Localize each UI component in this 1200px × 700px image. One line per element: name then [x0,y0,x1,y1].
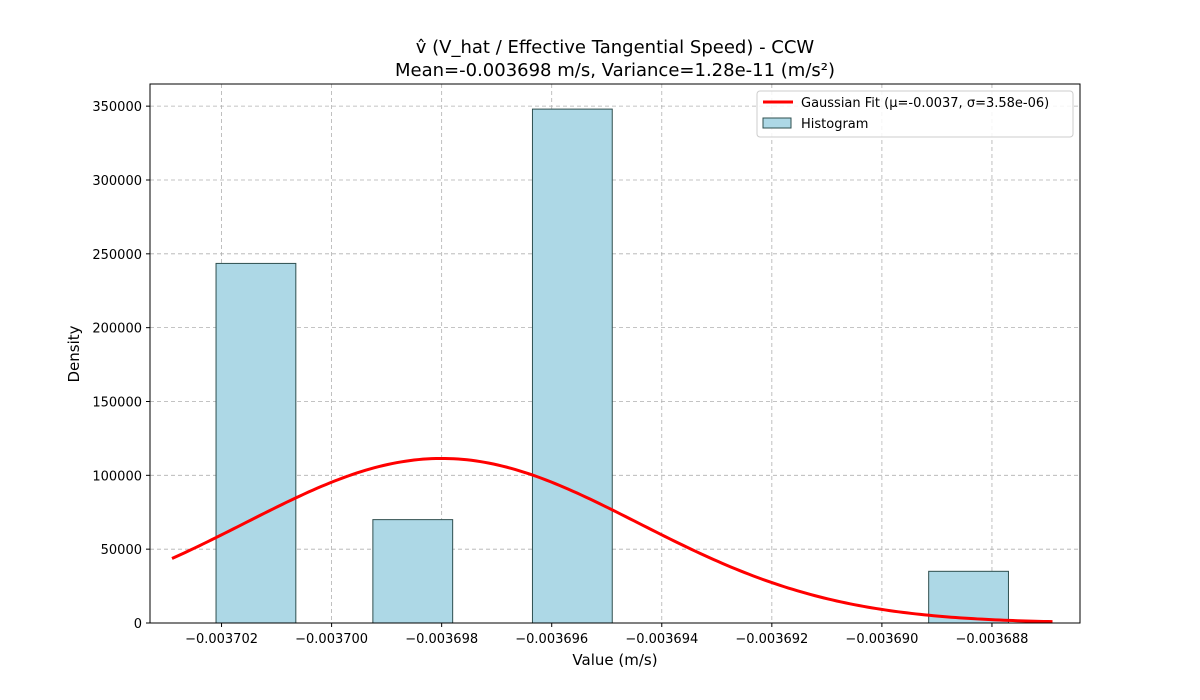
x-tick-label-1: −0.003700 [295,632,368,647]
chart-title-line2: Mean=-0.003698 m/s, Variance=1.28e-11 (m… [395,60,835,81]
y-tick-label-1: 50000 [101,543,142,558]
x-tick-label-6: −0.003690 [845,632,918,647]
x-tick-label-3: −0.003696 [515,632,588,647]
y-axis-ticks: 0 50000 100000 150000 200000 250000 300000 3500… [92,100,150,632]
chart-title-line1: v̂ (V_hat / Effective Tangential Speed) … [416,37,815,58]
y-tick-label-0: 0 [134,617,142,632]
histogram-bar-2 [531,108,613,624]
plot-frame [149,83,1081,624]
x-tick-label-5: −0.003692 [735,632,808,647]
gaussian-fit-line [171,456,1053,624]
y-tick-label-7: 350000 [92,100,142,115]
histogram-bar-0 [215,262,297,624]
y-tick-label-6: 300000 [92,174,142,189]
y-tick-label-5: 250000 [92,248,142,263]
x-tick-label-7: −0.003688 [955,632,1028,647]
legend: Gaussian Fit (μ=-0.0037, σ=3.58e-06) His… [756,90,1074,138]
histogram-bar-1 [372,519,454,624]
legend-histogram-label: Histogram [801,117,868,132]
legend-box [756,90,1074,138]
legend-histogram-swatch [762,117,792,129]
histogram-bars [215,108,1009,624]
x-axis-label: Value (m/s) [572,651,657,669]
x-tick-label-4: −0.003694 [625,632,698,647]
x-tick-label-0: −0.003702 [185,632,258,647]
x-tick-label-2: −0.003698 [405,632,478,647]
gaussian-curve-group [171,456,1053,624]
y-tick-label-2: 100000 [92,469,142,484]
x-axis-ticks: −0.003702 −0.003700 −0.003698 −0.003696 −0.0… [185,623,1028,647]
y-axis-label: Density [65,325,83,382]
y-tick-label-3: 150000 [92,395,142,410]
histogram-bar-3 [928,570,1009,624]
legend-gaussian-label: Gaussian Fit (μ=-0.0037, σ=3.58e-06) [801,96,1049,111]
y-tick-label-4: 200000 [92,322,142,337]
